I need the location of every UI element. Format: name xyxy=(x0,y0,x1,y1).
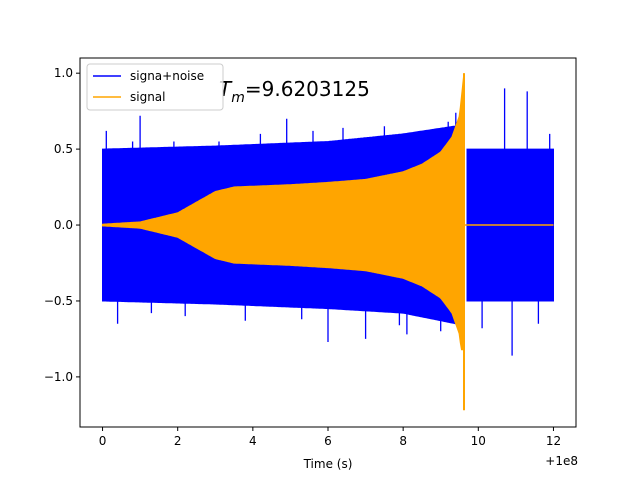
x-axis-label: Time (s) xyxy=(303,457,353,471)
legend-label-signa-noise: signa+noise xyxy=(130,69,204,83)
x-tick-label: 12 xyxy=(546,434,561,448)
legend-label-signal: signal xyxy=(130,90,166,104)
annotation-value: =9.6203125 xyxy=(245,77,370,101)
y-tick-label: −1.0 xyxy=(44,370,73,384)
y-tick-label: 0.5 xyxy=(54,142,73,156)
annotation-subscript: m xyxy=(231,90,245,106)
y-tick-label: 1.0 xyxy=(54,66,73,80)
x-tick-label: 4 xyxy=(249,434,257,448)
x-tick-label: 6 xyxy=(324,434,332,448)
x-tick-label: 2 xyxy=(174,434,182,448)
x-tick-label: 0 xyxy=(99,434,107,448)
x-axis-offset-label: +1e8 xyxy=(545,454,578,468)
legend: signa+noise signal xyxy=(86,63,224,111)
plot-area xyxy=(101,73,554,411)
y-tick-label: 0.0 xyxy=(54,218,73,232)
x-tick-label: 8 xyxy=(399,434,407,448)
y-tick-label: −0.5 xyxy=(44,294,73,308)
axis-ticks: 0 2 4 6 8 10 12 −1.0 −0.5 0.0 0.5 1.0 xyxy=(44,66,561,448)
x-tick-label: 10 xyxy=(471,434,486,448)
